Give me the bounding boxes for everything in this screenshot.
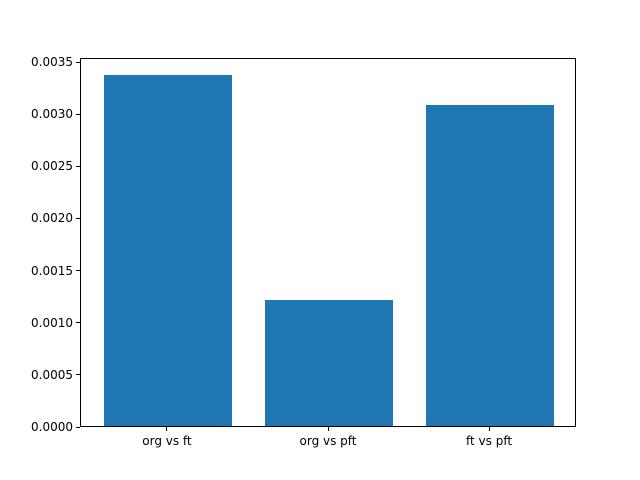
plot-area (80, 58, 576, 427)
y-tick-mark (76, 270, 80, 272)
y-tick-mark (76, 426, 80, 428)
y-tick-label: 0.0030 (31, 107, 73, 122)
bar-org-vs-pft (264, 299, 394, 426)
x-tick-label-org-vs-ft: org vs ft (142, 434, 192, 448)
x-tick-mark (166, 427, 168, 431)
y-tick-mark (76, 61, 80, 63)
y-tick-label: 0.0035 (31, 55, 73, 70)
y-tick-mark (76, 322, 80, 324)
x-tick-mark (488, 427, 490, 431)
bar-ft-vs-pft (425, 104, 555, 426)
y-tick-label: 0.0005 (31, 367, 73, 382)
y-tick-label: 0.0015 (31, 263, 73, 278)
x-tick-label-org-vs-pft: org vs pft (299, 434, 357, 448)
y-tick-mark (76, 217, 80, 219)
y-tick-mark (76, 113, 80, 115)
y-tick-label: 0.0025 (31, 159, 73, 174)
y-tick-mark (76, 165, 80, 167)
x-tick-mark (327, 427, 329, 431)
y-tick-label: 0.0010 (31, 315, 73, 330)
y-tick-label: 0.0000 (31, 420, 73, 434)
bar-org-vs-ft (103, 74, 233, 426)
x-tick-label-ft-vs-pft: ft vs pft (466, 434, 513, 448)
y-tick-mark (76, 374, 80, 376)
y-tick-label: 0.0020 (31, 211, 73, 226)
